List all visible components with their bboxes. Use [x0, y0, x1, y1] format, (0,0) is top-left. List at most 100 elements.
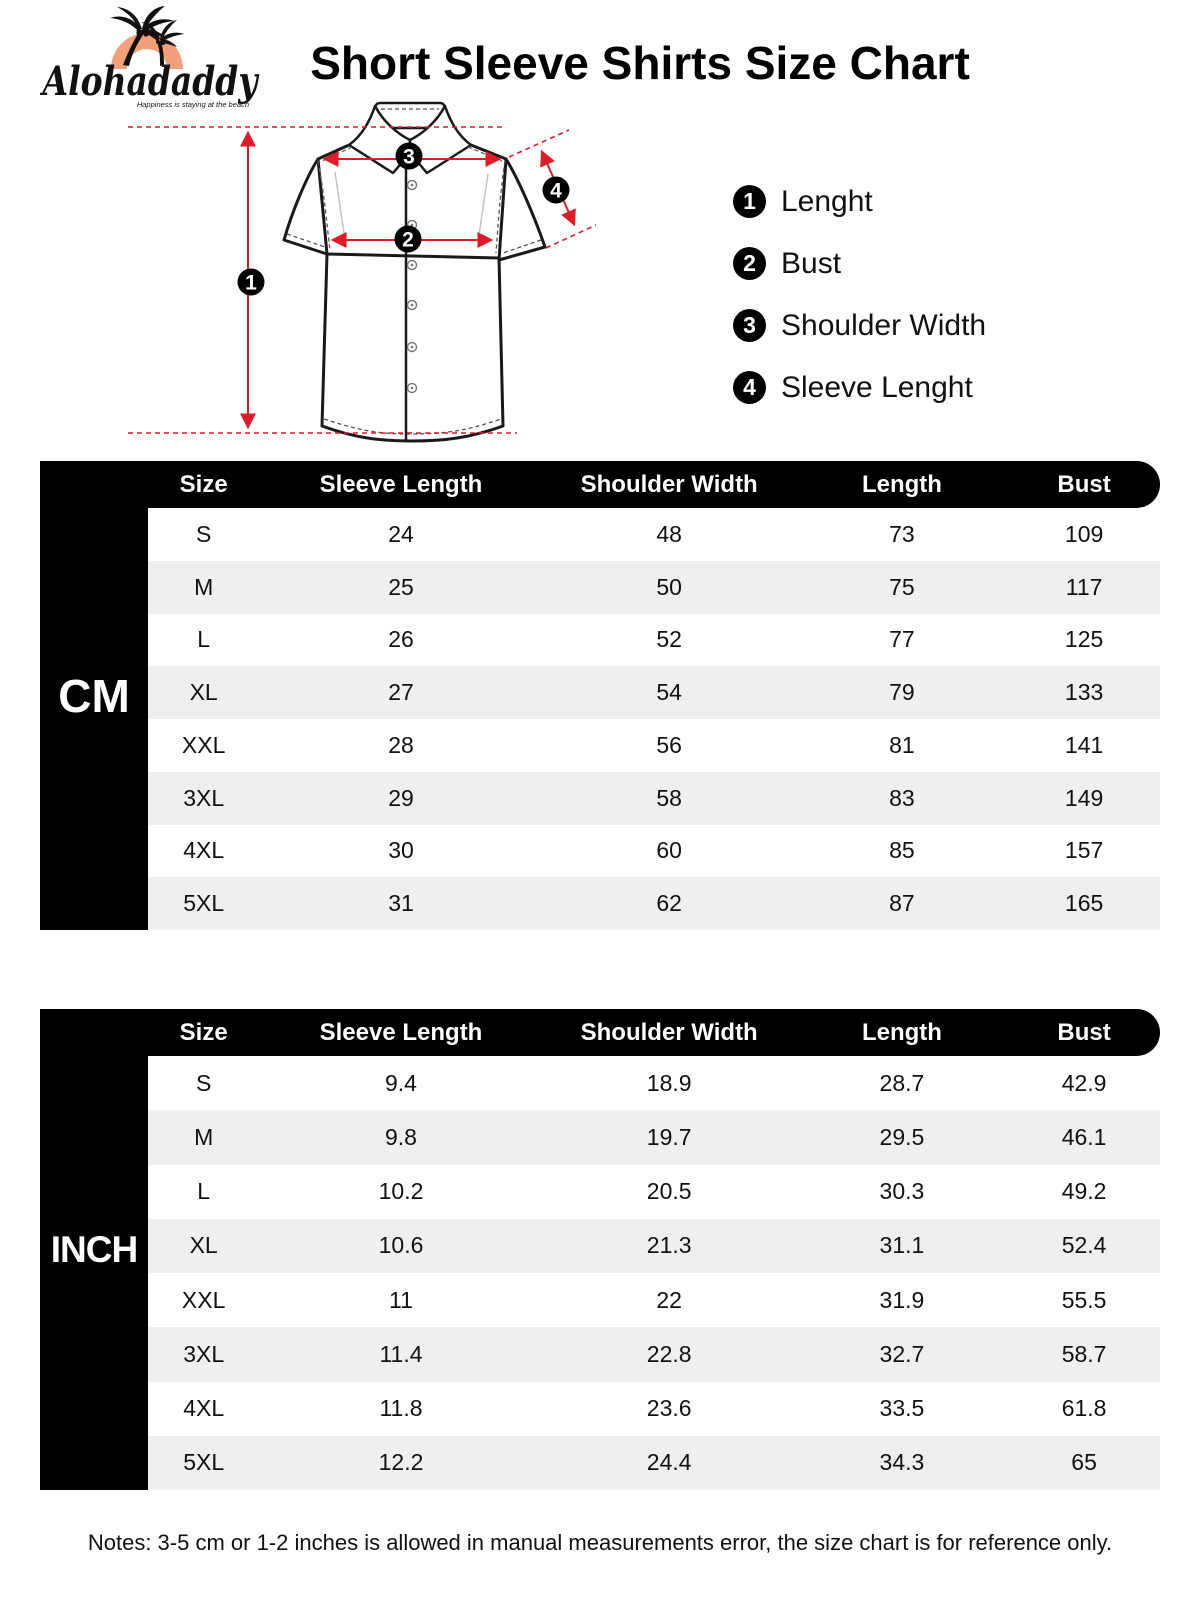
header-length: Length — [795, 461, 1009, 508]
brand-name: Alohadaddy — [39, 58, 260, 105]
value-cell: 65 — [1071, 1449, 1097, 1476]
value-cell: 58.7 — [1061, 1340, 1107, 1367]
value-cell: 49.2 — [1061, 1178, 1107, 1205]
value-cell: 157 — [1064, 837, 1104, 864]
value-cell: 29.5 — [879, 1123, 925, 1150]
size-cell: XXL — [181, 731, 226, 758]
value-cell: 61.8 — [1061, 1395, 1107, 1422]
size-cell: L — [197, 626, 211, 653]
value-cell: 48 — [656, 520, 682, 547]
table-row: XL 10.6 21.3 31.1 52.4 — [148, 1218, 1160, 1273]
cm-unit-label: CM — [58, 669, 130, 722]
size-cell: 5XL — [183, 890, 225, 917]
size-cell: XL — [189, 679, 218, 706]
value-cell: 18.9 — [646, 1069, 692, 1096]
brand-tagline: Happiness is staying at the beach — [137, 100, 249, 109]
value-cell: 73 — [889, 520, 915, 547]
value-cell: 29 — [388, 784, 414, 811]
measurement-legend: 1 Lenght 2 Bust 3 Shoulder Width 4 Sleev… — [733, 184, 986, 432]
value-cell: 19.7 — [646, 1123, 692, 1150]
value-cell: 31.9 — [879, 1286, 925, 1313]
value-cell: 28.7 — [879, 1069, 925, 1096]
value-cell: 10.2 — [378, 1178, 424, 1205]
size-cell: 4XL — [183, 837, 225, 864]
inch-unit-label: INCH — [50, 1228, 138, 1270]
shirt-measurement-diagram: 1 2 3 4 — [128, 101, 597, 443]
legend-number-badge: 2 — [733, 247, 766, 280]
value-cell: 25 — [388, 573, 414, 600]
inch-unit-panel: INCH — [40, 1009, 148, 1490]
value-cell: 27 — [388, 679, 414, 706]
marker-4: 4 — [550, 180, 562, 203]
table-row: L 10.2 20.5 30.3 49.2 — [148, 1165, 1160, 1219]
value-cell: 26 — [388, 626, 414, 653]
value-cell: 11 — [389, 1286, 413, 1313]
marker-3: 3 — [403, 146, 415, 169]
value-cell: 23.6 — [646, 1395, 692, 1422]
value-cell: 87 — [889, 890, 915, 917]
value-cell: 50 — [656, 573, 682, 600]
value-cell: 32.7 — [879, 1340, 925, 1367]
table-row: XL 27 54 79 133 — [148, 666, 1160, 719]
size-cell: 4XL — [183, 1395, 225, 1422]
table-row: 5XL 31 62 87 165 — [148, 877, 1160, 930]
value-cell: 21.3 — [646, 1232, 692, 1259]
value-cell: 30.3 — [879, 1178, 925, 1205]
value-cell: 75 — [889, 573, 915, 600]
value-cell: 58 — [656, 784, 682, 811]
page-title: Short Sleeve Shirts Size Chart — [310, 37, 970, 89]
value-cell: 24.4 — [646, 1449, 692, 1476]
table-row: M 9.8 19.7 29.5 46.1 — [148, 1110, 1160, 1165]
table-row: 4XL 30 60 85 157 — [148, 825, 1160, 878]
header-shoulder-width: Shoulder Width — [542, 461, 796, 508]
table-row: 5XL 12.2 24.4 34.3 65 — [148, 1435, 1160, 1490]
diagram-markers: 1 2 3 4 — [237, 142, 570, 296]
palm-tree-icon — [135, 20, 184, 66]
value-cell: 149 — [1064, 784, 1104, 811]
value-cell: 125 — [1064, 626, 1104, 653]
header-length: Length — [795, 1009, 1009, 1056]
header-bust: Bust — [1008, 1009, 1160, 1056]
value-cell: 34.3 — [879, 1449, 925, 1476]
legend-number-badge: 4 — [733, 371, 766, 404]
value-cell: 117 — [1065, 573, 1103, 600]
value-cell: 22 — [656, 1286, 682, 1313]
value-cell: 11.8 — [379, 1395, 423, 1422]
table-header-row: Size Sleeve Length Shoulder Width Length… — [148, 461, 1160, 508]
size-cell: S — [195, 520, 212, 547]
table-row: S 24 48 73 109 — [148, 508, 1160, 561]
value-cell: 62 — [656, 890, 682, 917]
size-cell: 3XL — [183, 784, 225, 811]
table-header-row: Size Sleeve Length Shoulder Width Length… — [148, 1009, 1160, 1056]
table-row: XXL 28 56 81 141 — [148, 719, 1160, 772]
inch-size-table: INCH Size Sleeve Length Shoulder Width L… — [40, 1009, 1160, 1490]
value-cell: 24 — [388, 520, 414, 547]
value-cell: 22.8 — [646, 1340, 692, 1367]
table-row: XXL 11 22 31.9 55.5 — [148, 1273, 1160, 1327]
legend-item-sleeve-length: 4 Sleeve Lenght — [733, 370, 986, 405]
legend-label: Bust — [781, 246, 842, 280]
value-cell: 81 — [889, 731, 915, 758]
value-cell: 54 — [656, 679, 682, 706]
value-cell: 31.1 — [879, 1232, 925, 1259]
size-cell: M — [194, 1123, 214, 1150]
header-sleeve-length: Sleeve Length — [259, 461, 543, 508]
value-cell: 55.5 — [1061, 1286, 1107, 1313]
legend-number-badge: 1 — [733, 185, 766, 218]
header-shoulder-width: Shoulder Width — [542, 1009, 796, 1056]
legend-label: Lenght — [781, 184, 873, 218]
size-cell: XXL — [181, 1286, 226, 1313]
value-cell: 60 — [656, 837, 682, 864]
header-size: Size — [148, 461, 260, 508]
value-cell: 33.5 — [879, 1395, 925, 1422]
table-row: 4XL 11.8 23.6 33.5 61.8 — [148, 1382, 1160, 1436]
value-cell: 77 — [889, 626, 915, 653]
value-cell: 133 — [1064, 679, 1104, 706]
header-sleeve-length: Sleeve Length — [259, 1009, 543, 1056]
reference-note: Notes: 3-5 cm or 1-2 inches is allowed i… — [87, 1530, 1113, 1555]
marker-1: 1 — [245, 272, 257, 295]
value-cell: 10.6 — [378, 1232, 424, 1259]
size-cell: L — [197, 1178, 211, 1205]
cm-unit-panel: CM — [40, 461, 148, 930]
